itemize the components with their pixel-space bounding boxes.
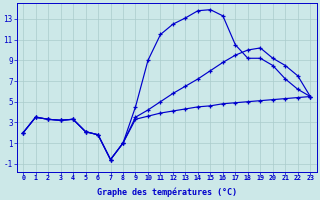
- X-axis label: Graphe des températures (°C): Graphe des températures (°C): [97, 187, 237, 197]
